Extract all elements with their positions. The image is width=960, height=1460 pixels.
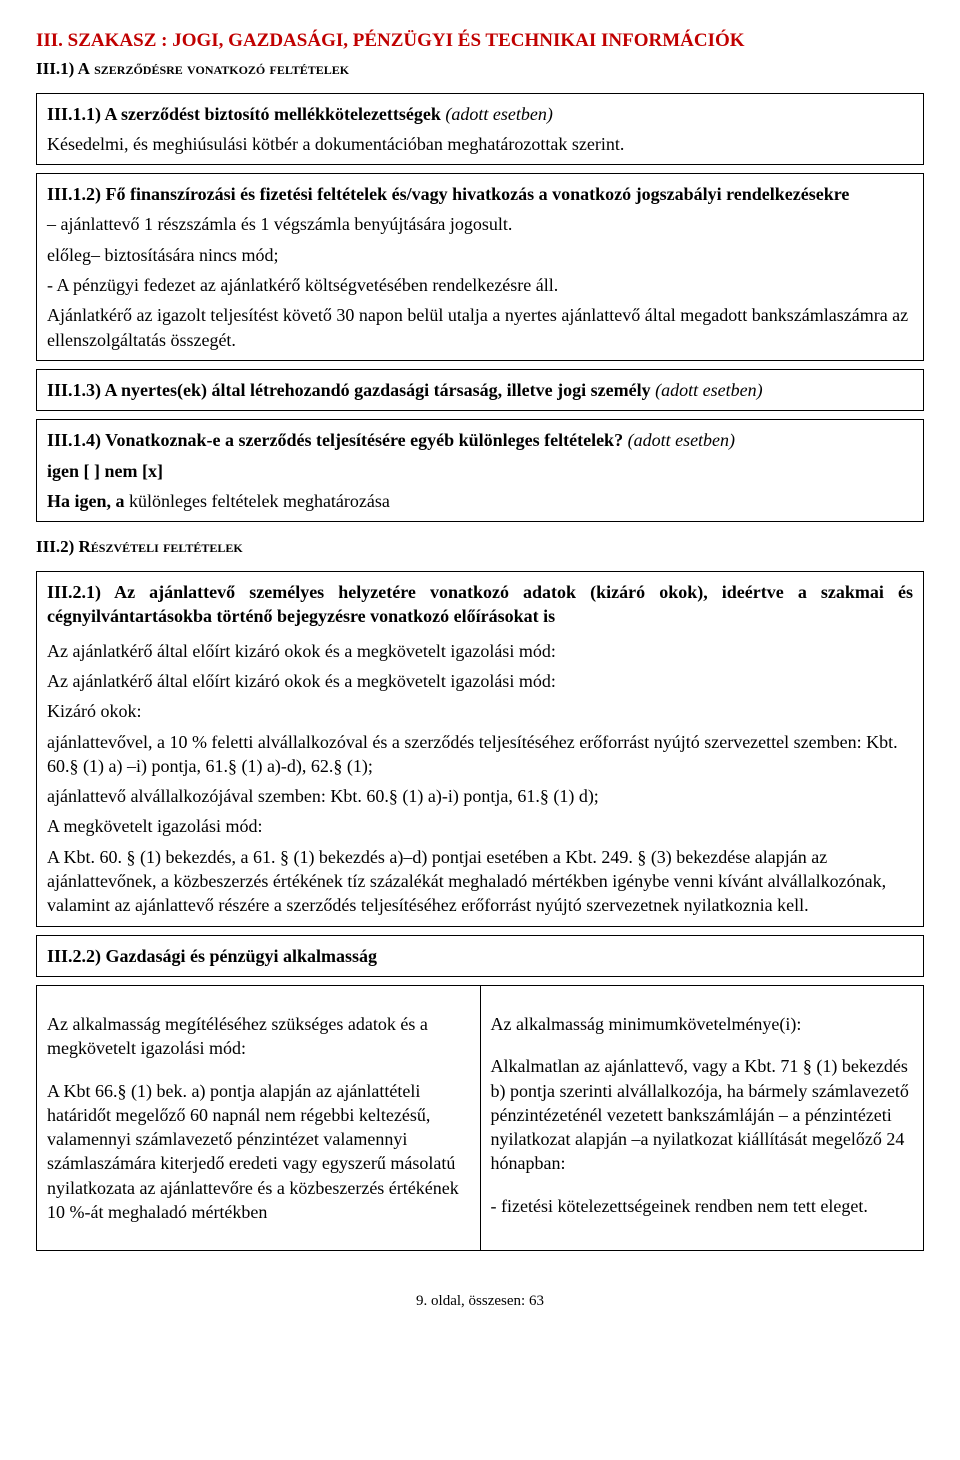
box3-heading-bold: III.1.3) A nyertes(ek) által létrehozand…	[47, 380, 655, 400]
box-iii-2-2: III.2.2) Gazdasági és pénzügyi alkalmass…	[36, 935, 924, 977]
col-left: Az alkalmasság megítéléséhez szükséges a…	[36, 985, 480, 1251]
box4-heading-italic: (adott esetben)	[628, 430, 735, 450]
box3-heading-italic: (adott esetben)	[655, 380, 762, 400]
box6-heading: III.2.2) Gazdasági és pénzügyi alkalmass…	[47, 944, 913, 968]
subsection-rest: szerződésre vonatkozó feltételek	[90, 59, 349, 78]
box5-p1: Az ajánlatkérő által előírt kizáró okok …	[47, 639, 913, 663]
box2-heading: III.1.2) Fő finanszírozási és fizetési f…	[47, 182, 913, 206]
right-p1: Az alkalmasság minimumkövetelménye(i):	[491, 1012, 914, 1036]
mid-label-prefix: III.2) R	[36, 537, 91, 556]
box-iii-1-4: III.1.4) Vonatkoznak-e a szerződés telje…	[36, 419, 924, 522]
right-p3: - fizetési kötelezettségeinek rendben ne…	[491, 1194, 914, 1218]
box-iii-1-1: III.1.1) A szerződést biztosító mellékkö…	[36, 93, 924, 166]
col-right: Az alkalmasság minimumkövetelménye(i): A…	[480, 985, 925, 1251]
box4-heading-bold: III.1.4) Vonatkoznak-e a szerződés telje…	[47, 430, 628, 450]
subsection-iii-2: III.2) Részvételi feltételek	[36, 536, 924, 559]
box5-p2: Az ajánlatkérő által előírt kizáró okok …	[47, 669, 913, 693]
box-iii-1-2: III.1.2) Fő finanszírozási és fizetési f…	[36, 173, 924, 361]
box4-line2: igen [ ] nem [x]	[47, 459, 913, 483]
box4-line3-rest: különleges feltételek meghatározása	[129, 491, 390, 511]
box4-line3-bold: Ha igen, a	[47, 491, 129, 511]
subsection-prefix: III.1) A	[36, 59, 90, 78]
box4-line1: III.1.4) Vonatkoznak-e a szerződés telje…	[47, 428, 913, 452]
box1-heading-bold: III.1.1) A szerződést biztosító mellékkö…	[47, 104, 445, 124]
box3-heading: III.1.3) A nyertes(ek) által létrehozand…	[47, 378, 913, 402]
box4-line3: Ha igen, a különleges feltételek meghatá…	[47, 489, 913, 513]
box5-p6: A megkövetelt igazolási mód:	[47, 814, 913, 838]
box5-p5: ajánlattevő alvállalkozójával szemben: K…	[47, 784, 913, 808]
box2-p1: – ajánlattevő 1 részszámla és 1 végszáml…	[47, 212, 913, 236]
box5-p7: A Kbt. 60. § (1) bekezdés, a 61. § (1) b…	[47, 845, 913, 918]
box-iii-1-3: III.1.3) A nyertes(ek) által létrehozand…	[36, 369, 924, 411]
box1-heading: III.1.1) A szerződést biztosító mellékkö…	[47, 102, 913, 126]
box1-text: Késedelmi, és meghiúsulási kötbér a doku…	[47, 132, 913, 156]
two-column-block: Az alkalmasság megítéléséhez szükséges a…	[36, 985, 924, 1251]
subsection-title: III.1) A szerződésre vonatkozó feltétele…	[36, 58, 924, 81]
box2-p3: - A pénzügyi fedezet az ajánlatkérő költ…	[47, 273, 913, 297]
box5-p4: ajánlattevővel, a 10 % feletti alvállalk…	[47, 730, 913, 779]
mid-label-rest: észvételi feltételek	[91, 537, 243, 556]
box2-p2: előleg– biztosítására nincs mód;	[47, 243, 913, 267]
right-p2: Alkalmatlan az ajánlattevő, vagy a Kbt. …	[491, 1054, 914, 1175]
box2-p4: Ajánlatkérő az igazolt teljesítést követ…	[47, 303, 913, 352]
page-footer: 9. oldal, összesen: 63	[36, 1291, 924, 1311]
left-p1: Az alkalmasság megítéléséhez szükséges a…	[47, 1012, 470, 1061]
section-title: III. SZAKASZ : JOGI, GAZDASÁGI, PÉNZÜGYI…	[36, 28, 924, 54]
box1-heading-italic: (adott esetben)	[445, 104, 552, 124]
left-p2: A Kbt 66.§ (1) bek. a) pontja alapján az…	[47, 1079, 470, 1225]
box5-p3: Kizáró okok:	[47, 699, 913, 723]
box-iii-2-1: III.2.1) Az ajánlattevő személyes helyze…	[36, 571, 924, 927]
box5-heading: III.2.1) Az ajánlattevő személyes helyze…	[47, 580, 913, 629]
